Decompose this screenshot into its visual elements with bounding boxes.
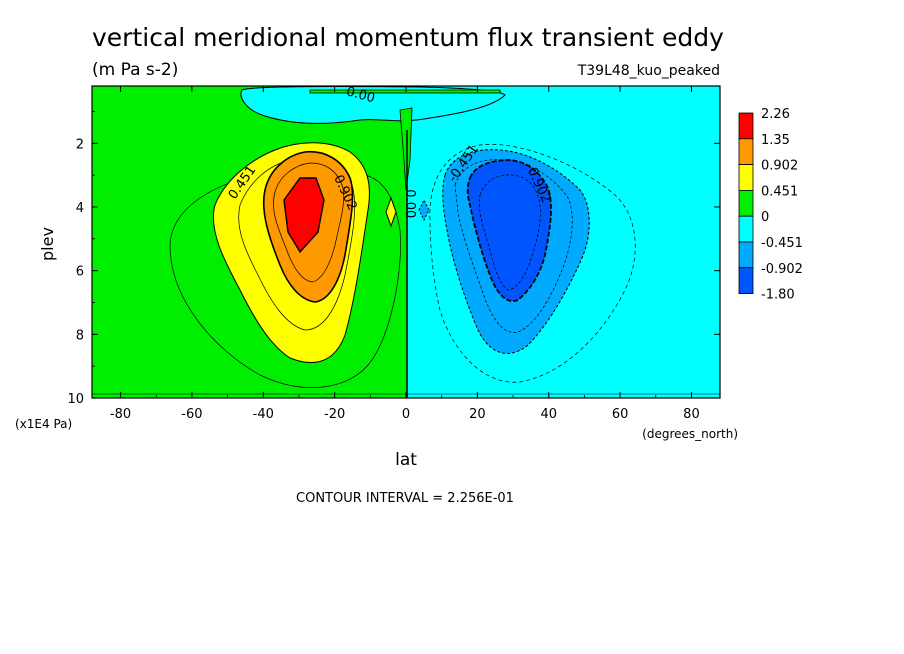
x-tick-label: 20 bbox=[469, 407, 486, 422]
x-axis: -80 -60 -40 -20 0 20 40 60 80 bbox=[110, 86, 700, 422]
y-tick-label: 2 bbox=[76, 137, 84, 152]
x-tick-label: 40 bbox=[540, 407, 557, 422]
y-tick-label: 10 bbox=[67, 392, 84, 407]
x-axis-units: (degrees_north) bbox=[642, 427, 738, 441]
contour-negative-core bbox=[478, 174, 541, 291]
contour-label: 0.00 bbox=[345, 84, 377, 106]
contour-negative-outer bbox=[429, 144, 636, 383]
region-positive-red bbox=[283, 177, 325, 254]
x-tick-label: 0 bbox=[402, 407, 410, 422]
y-tick-label: 4 bbox=[76, 201, 84, 216]
legend-label: -0.451 bbox=[761, 236, 803, 251]
x-tick-label: -20 bbox=[324, 407, 345, 422]
x-tick-label: 80 bbox=[683, 407, 700, 422]
legend-swatch bbox=[738, 164, 754, 191]
legend-swatch bbox=[738, 267, 754, 294]
contour-label: 0.00 bbox=[402, 189, 417, 218]
feature-equator-negative bbox=[418, 198, 430, 222]
x-tick-label: -40 bbox=[253, 407, 274, 422]
contour-interval: CONTOUR INTERVAL = 2.256E-01 bbox=[296, 491, 514, 506]
legend-swatch bbox=[738, 138, 754, 166]
legend-label: 0 bbox=[761, 210, 769, 225]
y-tick-label: 8 bbox=[76, 328, 84, 343]
legend-label: 0.451 bbox=[761, 184, 798, 199]
legend-swatch bbox=[738, 189, 754, 217]
x-tick-label: -60 bbox=[181, 407, 202, 422]
y-axis: 2 4 6 8 10 bbox=[67, 111, 720, 407]
legend-label: -1.80 bbox=[761, 288, 795, 303]
y-axis-units: (x1E4 Pa) bbox=[15, 417, 72, 431]
legend-label: -0.902 bbox=[761, 262, 803, 277]
x-tick-label: -80 bbox=[110, 407, 131, 422]
legend-swatch bbox=[738, 215, 754, 243]
y-tick-label: 6 bbox=[76, 265, 84, 280]
legend-label: 1.35 bbox=[761, 133, 790, 148]
x-tick-label: 60 bbox=[612, 407, 629, 422]
feature-equator-positive bbox=[385, 196, 397, 228]
y-axis-label: plev bbox=[38, 227, 57, 261]
legend-label: 2.26 bbox=[761, 107, 790, 122]
feature-equator-wedge bbox=[399, 107, 413, 191]
legend-swatch bbox=[738, 241, 754, 269]
chart-title: vertical meridional momentum flux transi… bbox=[92, 23, 724, 52]
contour-negative-inner bbox=[454, 159, 573, 333]
region-negative-blue bbox=[466, 159, 552, 302]
x-axis-label: lat bbox=[395, 450, 417, 470]
dataset-label: T39L48_kuo_peaked bbox=[577, 63, 720, 79]
chart-units: (m Pa s-2) bbox=[92, 60, 178, 80]
legend-label: 0.902 bbox=[761, 159, 798, 174]
contour-positive-orange-inner bbox=[273, 162, 345, 283]
plot-area bbox=[92, 86, 720, 398]
legend-swatch bbox=[738, 112, 754, 140]
region-upper-strip bbox=[309, 89, 501, 94]
legend: 2.26 1.35 0.902 0.451 0 -0.451 -0.902 -1.80 bbox=[738, 107, 803, 303]
